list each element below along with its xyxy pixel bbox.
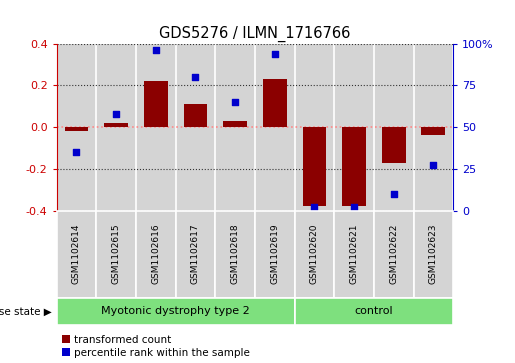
- Point: [112, 111, 120, 117]
- Legend: transformed count, percentile rank within the sample: transformed count, percentile rank withi…: [62, 335, 250, 358]
- Point: [72, 149, 80, 155]
- Bar: [374, 211, 414, 298]
- Bar: [255, 211, 295, 298]
- Point: [231, 99, 239, 105]
- Bar: [215, 211, 255, 298]
- Bar: [223, 121, 247, 127]
- Text: GSM1102618: GSM1102618: [231, 224, 239, 285]
- Bar: [302, 127, 327, 206]
- Bar: [57, 298, 295, 325]
- Text: GSM1102615: GSM1102615: [112, 224, 121, 285]
- Bar: [263, 79, 287, 127]
- Bar: [64, 127, 89, 131]
- Bar: [295, 211, 334, 298]
- Text: GSM1102616: GSM1102616: [151, 224, 160, 285]
- Bar: [295, 44, 334, 211]
- Text: GSM1102620: GSM1102620: [310, 224, 319, 284]
- Text: GSM1102623: GSM1102623: [429, 224, 438, 284]
- Bar: [334, 44, 374, 211]
- Bar: [215, 44, 255, 211]
- Point: [389, 191, 398, 197]
- Bar: [136, 211, 176, 298]
- Bar: [374, 44, 414, 211]
- Bar: [183, 104, 208, 127]
- Text: Myotonic dystrophy type 2: Myotonic dystrophy type 2: [101, 306, 250, 316]
- Text: control: control: [354, 306, 393, 316]
- Bar: [104, 123, 128, 127]
- Bar: [414, 211, 453, 298]
- Bar: [57, 44, 96, 211]
- Text: GSM1102614: GSM1102614: [72, 224, 81, 284]
- Text: GSM1102617: GSM1102617: [191, 224, 200, 285]
- Bar: [176, 211, 215, 298]
- Bar: [255, 44, 295, 211]
- Title: GDS5276 / ILMN_1716766: GDS5276 / ILMN_1716766: [159, 26, 351, 42]
- Text: GSM1102619: GSM1102619: [270, 224, 279, 285]
- Bar: [96, 44, 136, 211]
- Bar: [176, 44, 215, 211]
- Point: [350, 204, 358, 210]
- Text: GSM1102622: GSM1102622: [389, 224, 398, 284]
- Point: [191, 74, 199, 80]
- Bar: [136, 44, 176, 211]
- Bar: [334, 211, 374, 298]
- Point: [310, 204, 318, 210]
- Text: disease state ▶: disease state ▶: [0, 306, 52, 316]
- Text: GSM1102621: GSM1102621: [350, 224, 358, 284]
- Bar: [57, 211, 96, 298]
- Point: [429, 163, 437, 168]
- Bar: [421, 127, 445, 135]
- Bar: [96, 211, 136, 298]
- Bar: [382, 127, 406, 163]
- Bar: [414, 44, 453, 211]
- Point: [151, 47, 160, 53]
- Bar: [342, 127, 366, 206]
- Point: [271, 51, 279, 57]
- Bar: [295, 298, 453, 325]
- Bar: [144, 81, 168, 127]
